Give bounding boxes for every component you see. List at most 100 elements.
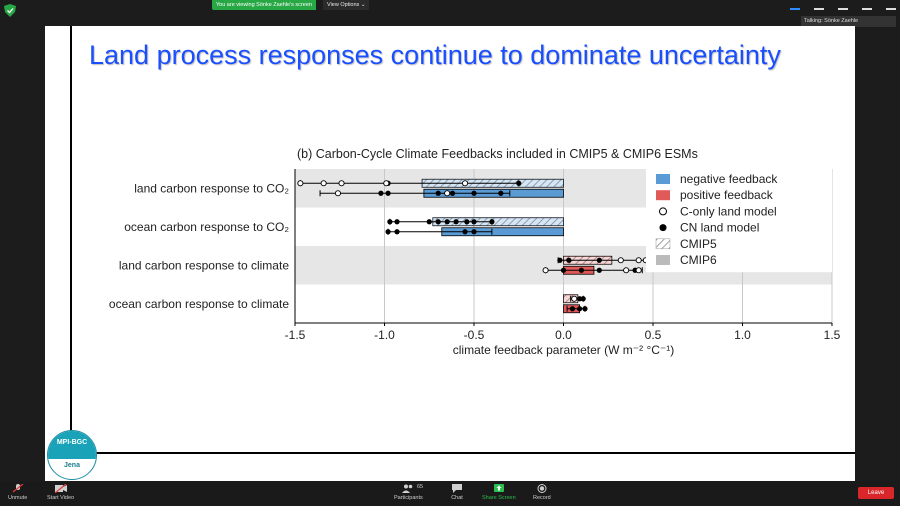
- cn-model-point: [577, 296, 583, 302]
- mpi-bgc-logo: MPI-BGC Jena: [47, 430, 97, 480]
- chat-button[interactable]: Chat: [451, 484, 463, 501]
- legend-box: [646, 169, 832, 273]
- legend-swatch-cmip6: [656, 255, 670, 265]
- c-only-model-point: [461, 180, 469, 187]
- leave-button[interactable]: Leave: [858, 487, 894, 499]
- legend-swatch-c-only: [659, 207, 667, 216]
- cn-model-point: [444, 219, 450, 225]
- x-tick-label: -0.5: [464, 328, 485, 342]
- start-video-label: Start Video: [47, 495, 75, 501]
- legend-label: CN land model: [680, 221, 759, 235]
- c-only-model-point: [320, 180, 327, 187]
- legend-label: CMIP6: [680, 253, 717, 267]
- category-label: ocean carbon response to climate: [109, 297, 289, 311]
- cn-model-point: [387, 219, 393, 225]
- chevron-down-icon: ⌄: [360, 2, 366, 8]
- slide-frame-left: [70, 26, 72, 456]
- c-only-model-point: [338, 180, 345, 187]
- cn-model-point: [435, 190, 441, 196]
- unmute-button[interactable]: Unmute: [8, 484, 27, 501]
- gallery-view-icon[interactable]: [814, 2, 824, 10]
- start-video-button[interactable]: Start Video: [47, 484, 74, 501]
- view-options-label: View Options: [327, 2, 360, 8]
- view-options-button[interactable]: View Options ⌄: [323, 0, 370, 10]
- category-label: land carbon response to climate: [119, 258, 289, 272]
- cn-model-point: [516, 180, 522, 186]
- cn-model-point: [464, 219, 470, 225]
- cn-model-point: [582, 306, 588, 312]
- c-only-model-point: [383, 180, 390, 187]
- cn-model-point: [394, 229, 400, 235]
- cn-model-point: [435, 219, 441, 225]
- participants-icon: [402, 484, 413, 493]
- legend-label: CMIP5: [680, 237, 717, 251]
- more-view-icon[interactable]: [886, 2, 896, 10]
- c-only-model-point: [334, 190, 342, 197]
- cn-model-point: [498, 190, 504, 196]
- cn-model-point: [378, 190, 384, 196]
- cn-model-point: [471, 229, 477, 235]
- participants-button[interactable]: Participants 65: [394, 484, 423, 501]
- category-label: ocean carbon response to CO₂: [124, 220, 289, 234]
- slide-frame-bottom: [70, 452, 855, 454]
- legend-swatch-cn: [659, 224, 667, 232]
- x-tick-label: 0.0: [555, 328, 572, 342]
- talking-indicator: Talking: Sönke Zaehle: [801, 16, 896, 27]
- zoom-toolbar: Unmute Start Video Participants 65 Chat …: [0, 481, 900, 506]
- cn-model-point: [426, 219, 432, 225]
- bar-tint: [432, 217, 564, 226]
- cn-model-point: [489, 219, 495, 225]
- c-only-model-point: [444, 190, 451, 197]
- cn-model-point: [453, 219, 459, 225]
- cn-model-point: [394, 219, 400, 225]
- share-screen-label: Share Screen: [482, 495, 516, 501]
- x-tick-label: -1.0: [374, 328, 395, 342]
- cn-model-point: [557, 257, 563, 263]
- x-tick-label: 1.5: [824, 328, 841, 342]
- chat-icon: [452, 484, 462, 493]
- microphone-muted-icon: [12, 484, 23, 493]
- viewing-screen-label: You are viewing Sönke Zaehle's screen: [212, 0, 316, 10]
- chart-title: (b) Carbon-Cycle Climate Feedbacks inclu…: [297, 147, 698, 161]
- side-by-side-icon[interactable]: [838, 2, 848, 10]
- legend-swatch-positive: [656, 190, 670, 201]
- zoom-top-bar: You are viewing Sönke Zaehle's screen Vi…: [0, 0, 900, 27]
- video-off-icon: [54, 484, 67, 493]
- slide-title: Land process responses continue to domin…: [89, 40, 781, 70]
- speaker-view-icon[interactable]: [790, 2, 800, 10]
- legend-label: negative feedback: [680, 172, 778, 186]
- chat-label: Chat: [451, 495, 463, 501]
- cn-model-point: [462, 229, 468, 235]
- shared-slide: Land process responses continue to domin…: [45, 26, 855, 481]
- x-tick-label: 1.0: [734, 328, 751, 342]
- cn-model-point: [385, 229, 391, 235]
- legend-label: positive feedback: [680, 188, 774, 202]
- logo-band: [48, 431, 96, 459]
- cn-model-point: [471, 219, 477, 225]
- record-button[interactable]: Record: [533, 484, 551, 501]
- record-icon: [537, 484, 547, 493]
- fullscreen-icon[interactable]: [862, 2, 872, 10]
- category-label: land carbon response to CO₂: [134, 181, 289, 195]
- share-screen-button[interactable]: Share Screen: [482, 484, 516, 501]
- participants-label: Participants: [394, 495, 423, 501]
- cn-model-point: [596, 257, 602, 263]
- unmute-label: Unmute: [8, 495, 28, 501]
- record-label: Record: [533, 495, 551, 501]
- feedback-chart: (b) Carbon-Cycle Climate Feedbacks inclu…: [109, 147, 841, 357]
- cn-model-point: [596, 267, 602, 273]
- cn-model-point: [577, 306, 583, 312]
- cn-model-point: [578, 267, 584, 273]
- c-only-model-point: [635, 257, 642, 264]
- legend-swatch-negative: [656, 174, 670, 184]
- cn-model-point: [560, 267, 567, 273]
- view-mode-icons: [790, 2, 896, 10]
- share-screen-icon: [493, 484, 504, 492]
- shield-icon: [4, 4, 16, 17]
- c-only-model-point: [297, 180, 304, 187]
- cn-model-point: [471, 190, 477, 196]
- cn-model-point: [569, 306, 576, 312]
- cn-model-point: [385, 190, 391, 196]
- cn-model-point: [580, 296, 586, 302]
- legend-label: C-only land model: [680, 204, 777, 218]
